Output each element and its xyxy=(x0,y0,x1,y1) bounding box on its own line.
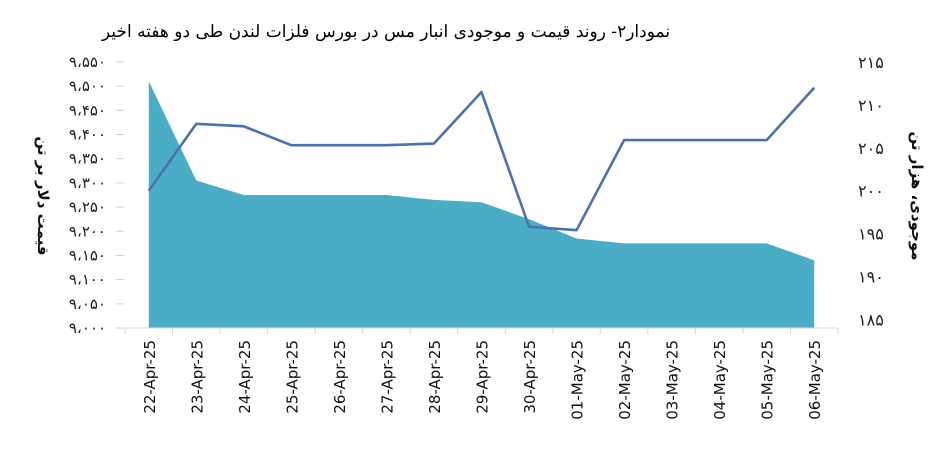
x-tick-label: 04-May-25 xyxy=(711,340,729,420)
chart-title: نمودار۲- روند قیمت و موجودی انبار مس در … xyxy=(101,22,670,42)
left-tick-label: ۹،۵۵۰ xyxy=(69,53,106,71)
left-tick-label: ۹،۰۰۰ xyxy=(69,319,106,337)
x-tick-label: 03-May-25 xyxy=(664,340,682,420)
left-tick-label: ۹،۴۵۰ xyxy=(69,101,106,119)
x-tick-label: 23-Apr-25 xyxy=(188,340,206,414)
left-axis-title: قیمت دلار بر تن xyxy=(34,136,52,255)
x-tick-label: 30-Apr-25 xyxy=(521,340,539,414)
left-tick-label: ۹،۰۵۰ xyxy=(69,295,106,313)
right-tick-label: ۲۱۵ xyxy=(858,53,884,72)
x-tick-label: 24-Apr-25 xyxy=(236,340,254,414)
x-tick-label: 29-Apr-25 xyxy=(474,340,492,414)
x-tick-label: 05-May-25 xyxy=(759,340,777,420)
left-tick-label: ۹،۳۵۰ xyxy=(69,150,106,168)
right-tick-label: ۲۰۵ xyxy=(858,139,884,158)
x-tick-label: 26-Apr-25 xyxy=(331,340,349,414)
right-tick-label: ۲۰۰ xyxy=(858,182,884,201)
left-tick-label: ۹،۲۰۰ xyxy=(69,222,106,240)
x-tick-label: 22-Apr-25 xyxy=(141,340,159,414)
left-tick-label: ۹،۳۰۰ xyxy=(69,174,106,192)
right-tick-label: ۱۸۵ xyxy=(858,310,884,329)
right-tick-label: ۱۹۰ xyxy=(858,268,884,287)
right-tick-label: ۲۱۰ xyxy=(858,96,884,115)
x-tick-label: 28-Apr-25 xyxy=(426,340,444,414)
x-tick-label: 06-May-25 xyxy=(806,340,824,420)
right-tick-label: ۱۹۵ xyxy=(858,225,884,244)
x-tick-label: 01-May-25 xyxy=(569,340,587,420)
left-tick-label: ۹،۵۰۰ xyxy=(69,77,106,95)
price-area-series xyxy=(148,81,815,328)
x-tick-label: 25-Apr-25 xyxy=(283,340,301,414)
x-tick-label: 27-Apr-25 xyxy=(378,340,396,414)
left-tick-label: ۹،۲۵۰ xyxy=(69,198,106,216)
x-tick-label: 02-May-25 xyxy=(616,340,634,420)
left-tick-label: ۹،۱۰۰ xyxy=(69,271,106,289)
right-axis-title: موجودی، هزار تن xyxy=(908,131,926,260)
left-tick-label: ۹،۱۵۰ xyxy=(69,246,106,264)
left-tick-label: ۹،۴۰۰ xyxy=(69,126,106,144)
